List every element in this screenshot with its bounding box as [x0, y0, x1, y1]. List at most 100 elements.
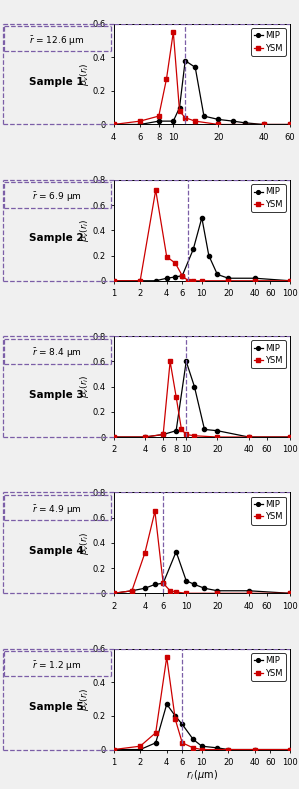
- MIP: [227, 274, 230, 283]
- MIP: [138, 120, 142, 129]
- YSM: [191, 276, 195, 286]
- MIP: [288, 589, 292, 598]
- MIP: [173, 272, 177, 282]
- MIP: [174, 426, 178, 436]
- MIP: [112, 276, 115, 286]
- Text: $\bar{r}$ = 4.9 μm: $\bar{r}$ = 4.9 μm: [32, 503, 82, 517]
- YSM: [193, 117, 197, 126]
- YSM: [253, 276, 257, 286]
- Legend: MIP, YSM: MIP, YSM: [251, 340, 286, 368]
- YSM: [184, 589, 188, 598]
- MIP: [216, 586, 219, 596]
- Legend: MIP, YSM: MIP, YSM: [251, 496, 286, 525]
- Legend: MIP, YSM: MIP, YSM: [251, 184, 286, 212]
- MIP: [216, 270, 219, 279]
- YSM: [138, 117, 142, 126]
- YSM: [227, 745, 230, 754]
- Line: MIP: MIP: [112, 550, 292, 596]
- Line: YSM: YSM: [112, 30, 292, 126]
- YSM: [161, 578, 165, 588]
- MIP: [143, 432, 147, 442]
- YSM: [174, 392, 178, 402]
- Line: YSM: YSM: [112, 188, 292, 282]
- MIP: [193, 382, 196, 391]
- MIP: [112, 432, 115, 442]
- MIP: [216, 743, 219, 753]
- Text: Sample 2: Sample 2: [30, 234, 84, 243]
- MIP: [216, 426, 219, 436]
- MIP: [262, 120, 266, 129]
- YSM: [288, 276, 292, 286]
- MIP: [172, 117, 175, 126]
- MIP: [183, 56, 187, 65]
- MIP: [243, 118, 247, 128]
- MIP: [288, 276, 292, 286]
- YSM: [186, 276, 190, 286]
- YSM: [183, 113, 187, 122]
- YSM: [253, 745, 257, 754]
- YSM: [247, 432, 251, 442]
- MIP: [161, 430, 165, 439]
- Line: YSM: YSM: [112, 359, 292, 439]
- MIP: [200, 742, 204, 751]
- YSM: [181, 271, 184, 280]
- YSM: [165, 74, 168, 84]
- YSM: [161, 430, 165, 439]
- MIP: [173, 711, 177, 720]
- Y-axis label: $p_v(r_i)$: $p_v(r_i)$: [78, 219, 91, 242]
- MIP: [153, 580, 157, 589]
- MIP: [178, 103, 181, 112]
- Y-axis label: $p_v(r_i)$: $p_v(r_i)$: [78, 62, 91, 86]
- Line: MIP: MIP: [112, 359, 292, 439]
- Line: YSM: YSM: [112, 655, 292, 752]
- MIP: [130, 586, 134, 596]
- MIP: [181, 720, 184, 729]
- MIP: [191, 735, 195, 744]
- YSM: [130, 586, 134, 596]
- YSM: [216, 589, 219, 598]
- MIP: [165, 274, 169, 283]
- Text: Sample 4: Sample 4: [29, 546, 84, 555]
- MIP: [231, 117, 235, 126]
- MIP: [203, 584, 206, 593]
- YSM: [247, 589, 251, 598]
- YSM: [191, 743, 195, 753]
- X-axis label: $r_i\,(\mu\mathrm{m})$: $r_i\,(\mu\mathrm{m})$: [186, 768, 218, 782]
- MIP: [184, 357, 188, 366]
- MIP: [193, 62, 197, 72]
- MIP: [247, 432, 251, 442]
- YSM: [112, 432, 115, 442]
- YSM: [154, 728, 158, 738]
- MIP: [203, 424, 206, 434]
- Y-axis label: $p_v(r_i)$: $p_v(r_i)$: [78, 687, 91, 711]
- YSM: [227, 276, 230, 286]
- YSM: [173, 258, 177, 267]
- YSM: [157, 111, 161, 121]
- MIP: [191, 245, 195, 254]
- YSM: [165, 252, 169, 261]
- MIP: [161, 578, 165, 588]
- YSM: [153, 507, 157, 516]
- MIP: [112, 589, 115, 598]
- Line: MIP: MIP: [112, 58, 292, 126]
- YSM: [154, 185, 158, 195]
- MIP: [288, 745, 292, 754]
- YSM: [112, 120, 115, 129]
- MIP: [165, 699, 169, 709]
- MIP: [253, 274, 257, 283]
- YSM: [143, 432, 147, 442]
- YSM: [174, 587, 178, 596]
- YSM: [138, 276, 142, 286]
- MIP: [193, 580, 196, 589]
- YSM: [138, 742, 142, 751]
- Line: MIP: MIP: [112, 702, 292, 752]
- MIP: [112, 120, 115, 129]
- YSM: [288, 589, 292, 598]
- Y-axis label: $p_v(r_i)$: $p_v(r_i)$: [78, 375, 91, 398]
- YSM: [178, 107, 181, 116]
- YSM: [200, 745, 204, 754]
- MIP: [112, 745, 115, 754]
- MIP: [202, 111, 206, 121]
- Text: $\bar{r}$ = 6.9 μm: $\bar{r}$ = 6.9 μm: [32, 190, 82, 204]
- MIP: [200, 213, 204, 222]
